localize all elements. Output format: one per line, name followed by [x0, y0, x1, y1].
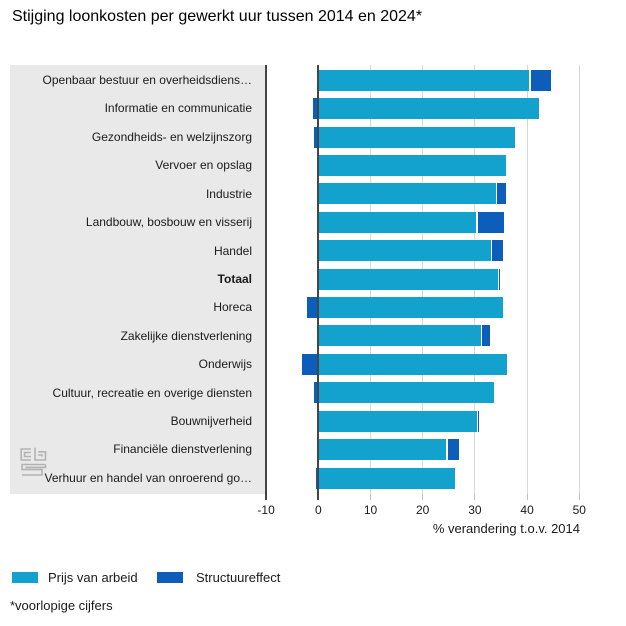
bar-prijs-van-arbeid[interactable] — [318, 98, 540, 120]
x-tick-label--10: -10 — [257, 503, 275, 517]
category-label: Financiële dienstverlening — [113, 442, 252, 457]
bar-prijs-van-arbeid[interactable] — [318, 126, 515, 148]
category-label: Onderwijs — [198, 357, 252, 372]
bar-structuureffect-negative[interactable] — [315, 467, 319, 489]
bar-prijs-van-arbeid[interactable] — [318, 382, 494, 404]
category-label: Industrie — [205, 186, 252, 201]
category-label: Cultuur, recreatie en overige diensten — [52, 385, 252, 400]
tick-40 — [526, 494, 528, 500]
bar-prijs-van-arbeid[interactable] — [318, 353, 507, 375]
bar-structuureffect-negative[interactable] — [313, 98, 319, 120]
category-label: Gezondheids- en welzijnszorg — [91, 129, 252, 144]
x-tick-label-20: 20 — [416, 503, 430, 517]
zero-axis-line — [317, 65, 320, 500]
legend-label-structuureffect[interactable]: Structuureffect — [196, 570, 281, 585]
bar-structuureffect[interactable] — [477, 211, 504, 233]
x-tick-label-50: 50 — [572, 503, 586, 517]
gridline-50 — [578, 65, 580, 494]
category-panel — [10, 65, 266, 494]
bar-structuureffect[interactable] — [447, 439, 460, 461]
bar-prijs-van-arbeid[interactable] — [318, 183, 496, 205]
x-tick-label-30: 30 — [468, 503, 482, 517]
bar-prijs-van-arbeid[interactable] — [318, 268, 498, 290]
legend-swatch-prijs-van-arbeid[interactable] — [12, 572, 38, 583]
axis-edge-line — [265, 65, 268, 500]
tick-30 — [474, 494, 476, 500]
category-label: Informatie en communicatie — [104, 101, 252, 116]
x-tick-label-40: 40 — [520, 503, 534, 517]
category-label: Zakelijke dienstverlening — [120, 328, 252, 343]
x-tick-label-0: 0 — [314, 503, 322, 517]
tick-50 — [578, 494, 580, 500]
x-tick-label-10: 10 — [363, 503, 378, 517]
legend-label-prijs-van-arbeid[interactable]: Prijs van arbeid — [48, 570, 138, 585]
bar-structuureffect[interactable] — [499, 268, 500, 290]
category-label: Vervoer en opslag — [155, 158, 252, 173]
bar-prijs-van-arbeid[interactable] — [318, 467, 456, 489]
category-label: Verhuur en handel van onroerend go… — [44, 470, 253, 485]
category-label: Bouwnijverheid — [170, 414, 252, 429]
cbs-logo-icon — [20, 447, 47, 485]
tick-20 — [422, 494, 424, 500]
bar-prijs-van-arbeid[interactable] — [318, 69, 530, 91]
bar-structuureffect[interactable] — [530, 69, 552, 91]
bar-prijs-van-arbeid[interactable] — [318, 439, 447, 461]
bar-structuureffect[interactable] — [492, 240, 503, 262]
chart-title: Stijging loonkosten per gewerkt uur tuss… — [12, 8, 423, 25]
bar-prijs-van-arbeid[interactable] — [318, 154, 507, 176]
bar-structuureffect-negative[interactable] — [306, 297, 319, 319]
bar-prijs-van-arbeid[interactable] — [318, 297, 504, 319]
gridline-40 — [526, 65, 528, 494]
bar-prijs-van-arbeid[interactable] — [318, 211, 477, 233]
bar-structuureffect-negative[interactable] — [314, 382, 319, 404]
bar-structuureffect-negative[interactable] — [302, 353, 319, 375]
category-label: Landbouw, bosbouw en visserij — [85, 215, 252, 230]
bar-prijs-van-arbeid[interactable] — [318, 325, 481, 347]
legend-swatch-structuureffect[interactable] — [157, 572, 183, 583]
category-label: Openbaar bestuur en overheidsdiens… — [42, 73, 252, 87]
category-label: Horeca — [213, 300, 252, 315]
bar-prijs-van-arbeid[interactable] — [318, 410, 477, 432]
category-label: Totaal — [217, 271, 252, 286]
bar-structuureffect[interactable] — [482, 325, 491, 347]
bar-structuureffect-negative[interactable] — [314, 126, 319, 148]
bar-structuureffect[interactable] — [497, 183, 506, 205]
footnote: *voorlopige cijfers — [10, 598, 113, 613]
category-label: Handel — [213, 243, 252, 258]
bar-prijs-van-arbeid[interactable] — [318, 240, 491, 262]
x-axis-label: % verandering t.o.v. 2014 — [432, 521, 580, 536]
tick-10 — [370, 494, 371, 500]
